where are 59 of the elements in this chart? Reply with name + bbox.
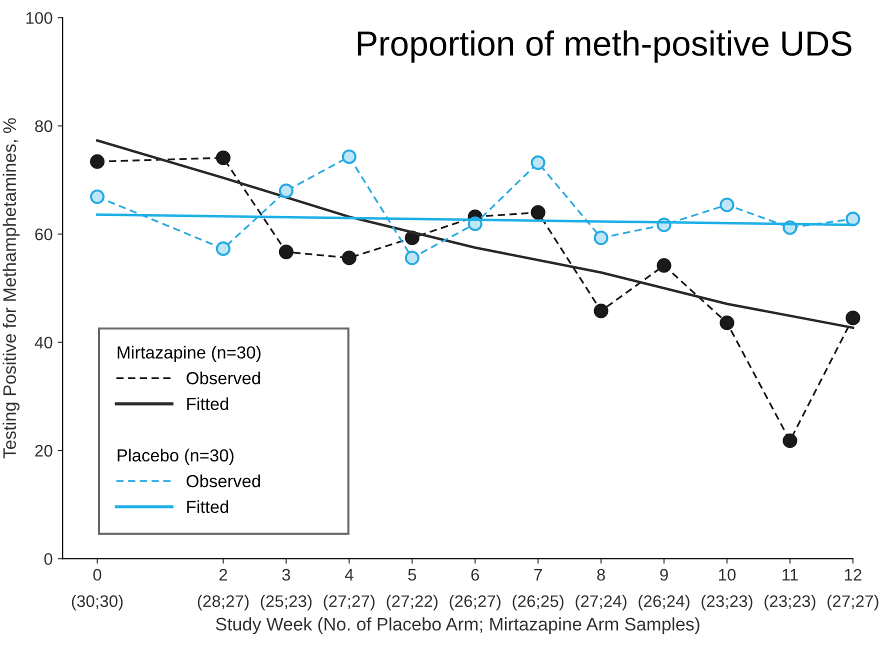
text: (27;27) bbox=[324, 594, 375, 610]
y-tick-label: 100 bbox=[26, 12, 52, 24]
y-tick-label: 80 bbox=[35, 120, 52, 132]
text: (27;27) bbox=[828, 594, 878, 610]
point bbox=[278, 184, 294, 198]
text: (23;23) bbox=[702, 594, 752, 610]
x-axis-title: Study Week (No. of Placebo Arm; Mirtazapine Arm Samples) bbox=[216, 617, 700, 634]
annotation: Mirtazapine (n=30) bbox=[118, 346, 261, 362]
x-tick-label: 3 bbox=[282, 568, 290, 581]
x-tick-label: 10 bbox=[718, 568, 736, 581]
legend-label: Fitted bbox=[187, 397, 228, 410]
point bbox=[278, 244, 294, 260]
text: (27;22) bbox=[386, 594, 438, 610]
point bbox=[90, 154, 105, 169]
point bbox=[216, 150, 231, 166]
text: (23;23) bbox=[764, 594, 816, 610]
y-tick-label: 0 bbox=[44, 553, 52, 565]
point bbox=[342, 250, 356, 266]
legend-label: Observed bbox=[186, 474, 260, 488]
point bbox=[530, 155, 546, 170]
point bbox=[216, 241, 231, 256]
text: (26;25) bbox=[512, 594, 564, 610]
point bbox=[720, 198, 734, 212]
x-tick-label: 5 bbox=[408, 569, 416, 581]
y-axis-title: Testing Positive for Methamphetamines, % bbox=[2, 118, 20, 458]
x-tick-label: 4 bbox=[344, 569, 354, 581]
y-tick-label: 20 bbox=[35, 444, 52, 457]
y-tick-label: 40 bbox=[34, 336, 52, 349]
point bbox=[656, 258, 672, 273]
x-tick-label: 12 bbox=[844, 568, 862, 581]
point bbox=[594, 304, 608, 318]
point bbox=[846, 212, 860, 226]
point bbox=[782, 433, 798, 448]
point bbox=[404, 250, 420, 266]
x-tick-label: 7 bbox=[534, 569, 542, 581]
text: (30;30) bbox=[72, 594, 123, 610]
point bbox=[846, 310, 860, 326]
text: (28;27) bbox=[198, 594, 249, 610]
point bbox=[530, 205, 546, 220]
x-tick-label: 0 bbox=[93, 568, 102, 581]
y-tick-label: 60 bbox=[35, 228, 52, 240]
x-tick-label: 6 bbox=[471, 568, 480, 581]
point bbox=[90, 189, 105, 204]
legend-label: Observed bbox=[186, 372, 260, 384]
text: (25;23) bbox=[260, 594, 312, 610]
line-series bbox=[96, 139, 854, 329]
annotation: Placebo (n=30) bbox=[118, 448, 234, 465]
point bbox=[720, 316, 734, 330]
text: (27;24) bbox=[576, 594, 626, 610]
text: (26;27) bbox=[450, 594, 500, 610]
chart-title: Proportion of meth-positive UDS bbox=[358, 30, 852, 63]
x-tick-label: 2 bbox=[219, 568, 228, 581]
point bbox=[342, 149, 356, 164]
text: (26;24) bbox=[638, 594, 690, 610]
legend-label: Fitted bbox=[187, 500, 228, 514]
x-tick-label: 11 bbox=[782, 569, 798, 581]
x-tick-label: 8 bbox=[597, 568, 605, 581]
point bbox=[594, 230, 608, 246]
x-tick-label: 9 bbox=[660, 568, 668, 581]
